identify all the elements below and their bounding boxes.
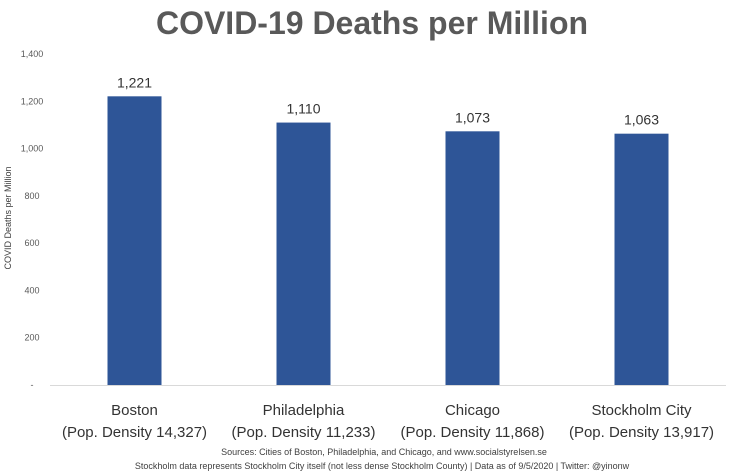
category-sublabel: (Pop. Density 14,327) [62,424,207,441]
chart-title: COVID-19 Deaths per Million [156,5,588,41]
sources-note: Sources: Cities of Boston, Philadelphia,… [221,447,547,457]
category-sublabel: (Pop. Density 13,917) [569,424,714,441]
data-labels-group: 1,221 1,110 1,073 1,063 [117,74,659,127]
category-label: Stockholm City [591,402,692,419]
bar [107,96,162,386]
y-tick-label: 800 [24,191,39,201]
data-label: 1,221 [117,74,152,90]
category-sublabel: (Pop. Density 11,868) [401,424,545,441]
category-label: Philadelphia [263,402,345,419]
y-tick-label: - [31,380,34,390]
bars-group [107,96,669,386]
y-tick-label: 400 [24,285,39,295]
y-tick-label: 600 [24,238,39,248]
footer-note: Stockholm data represents Stockholm City… [135,461,630,471]
y-tick-label: 1,000 [21,144,44,154]
data-label: 1,073 [455,109,490,125]
y-tick-label: 1,200 [21,96,44,106]
bar [445,131,500,385]
data-label: 1,110 [287,101,321,117]
y-axis-ticks: 1,400 1,200 1,000 800 600 400 200 - [21,49,44,390]
category-labels-group: Boston (Pop. Density 14,327) Philadelphia (… [62,402,714,441]
category-label: Boston [111,402,158,419]
data-label: 1,063 [624,112,659,128]
bar [614,133,669,385]
category-label: Chicago [445,402,500,419]
y-tick-label: 200 [24,333,39,343]
y-tick-label: 1,400 [21,49,44,59]
y-axis-label: COVID Deaths per Million [3,166,13,269]
category-sublabel: (Pop. Density 11,233) [232,424,376,441]
bar [276,122,331,386]
